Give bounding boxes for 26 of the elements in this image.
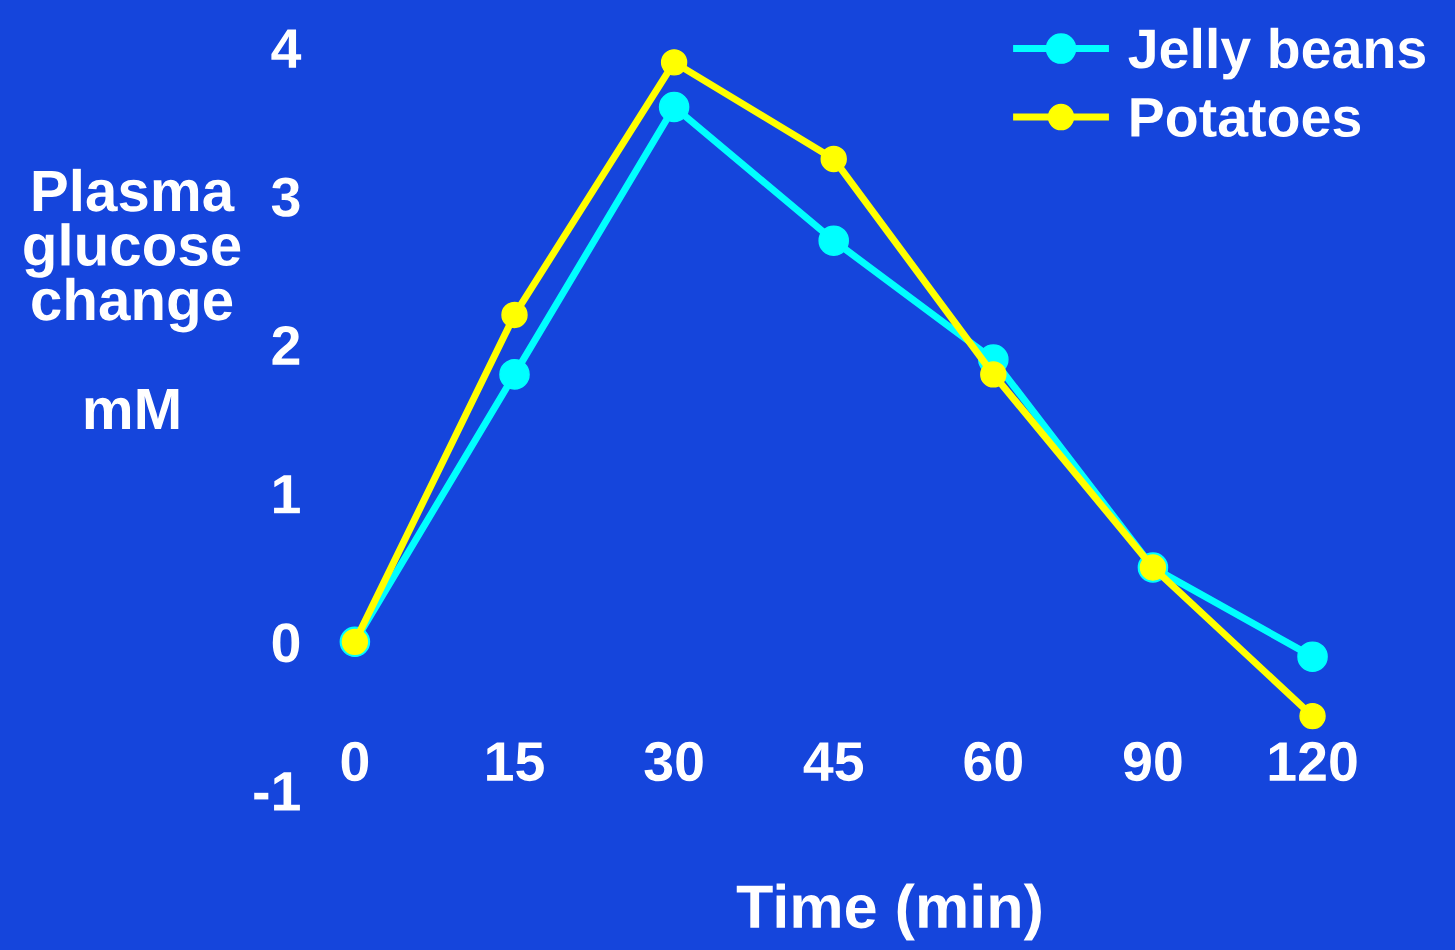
x-axis-title: Time (min)	[736, 883, 1041, 941]
point	[658, 91, 690, 123]
x-tick-label: 30	[644, 741, 703, 782]
x-tick-label: 0	[341, 741, 369, 782]
x-tick-label: 120	[1269, 741, 1357, 782]
y-axis-title: Plasma glucose change mM	[24, 168, 241, 430]
y-tick-label: 3	[271, 177, 300, 217]
x-tick-label: 60	[964, 741, 1022, 782]
x-tick-label: 15	[487, 742, 544, 782]
y-tick-label: -1	[254, 772, 300, 811]
y-tick-label: 0	[272, 623, 300, 663]
point	[820, 145, 847, 173]
point	[980, 361, 1007, 388]
x-tick-label: 90	[1123, 741, 1182, 782]
point	[1299, 702, 1326, 730]
y-tick-label: 1	[274, 475, 300, 514]
point	[1297, 641, 1328, 672]
y-tick-label: 2	[272, 326, 300, 365]
y-tick-label: 4	[271, 29, 302, 68]
point	[818, 225, 849, 256]
legend-label: Potatoes	[1131, 98, 1361, 138]
x-tick-label: 45	[803, 742, 864, 782]
point	[501, 301, 528, 329]
legend-label: Jelly beans	[1128, 27, 1425, 80]
point	[660, 49, 688, 76]
point	[499, 359, 530, 390]
